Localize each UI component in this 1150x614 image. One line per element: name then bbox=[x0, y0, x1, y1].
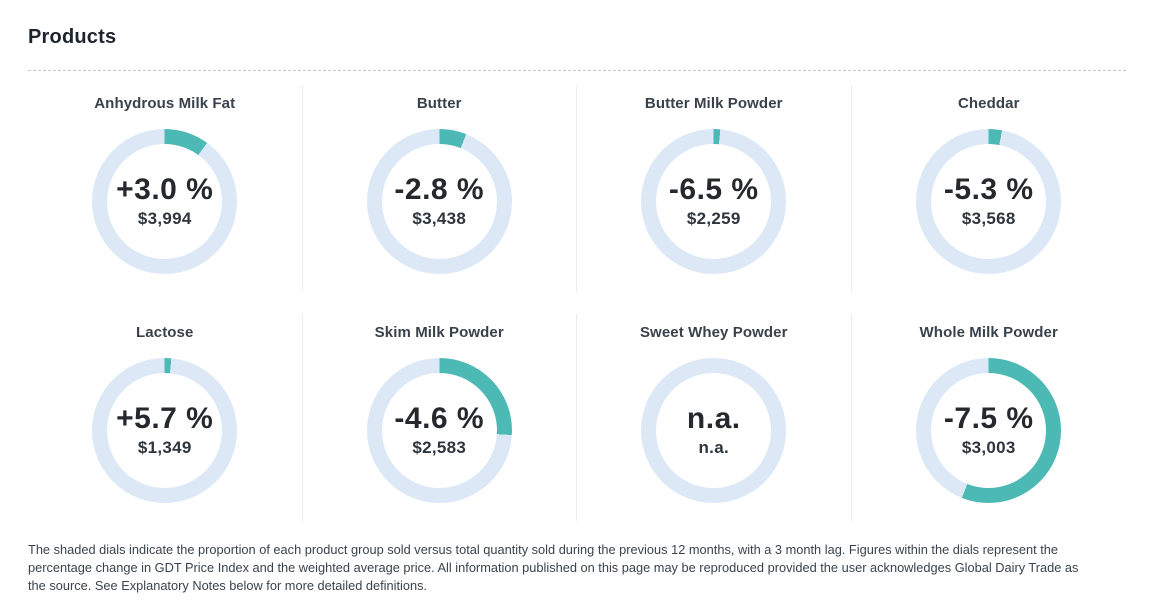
dial-change-value: -4.6 % bbox=[394, 401, 485, 435]
product-dial-grid: Anhydrous Milk Fat +3.0 % $3,994 Butter … bbox=[28, 85, 1126, 521]
dial-change-value: -5.3 % bbox=[943, 172, 1034, 206]
dial-ring bbox=[366, 129, 512, 274]
dial-center: -6.5 % $2,259 bbox=[656, 144, 771, 259]
product-dial-cell: Sweet Whey Powder n.a. n.a. bbox=[577, 314, 852, 521]
dial-center: +5.7 % $1,349 bbox=[107, 373, 222, 488]
dial-title: Lactose bbox=[136, 324, 194, 341]
dial-change-value: -2.8 % bbox=[394, 172, 485, 206]
dial-donut-chart: -5.3 % $3,568 bbox=[916, 129, 1062, 274]
dial-title: Sweet Whey Powder bbox=[639, 324, 788, 341]
dial-donut-chart: n.a. n.a. bbox=[641, 358, 787, 503]
dial-donut-chart: -7.5 % $3,003 bbox=[916, 358, 1062, 503]
dial-ring bbox=[92, 358, 238, 503]
dial-title: Cheddar bbox=[957, 95, 1020, 112]
dial-ring bbox=[92, 129, 238, 274]
dial-ring bbox=[916, 129, 1062, 274]
dial-price-value: $3,003 bbox=[961, 438, 1016, 458]
dial-ring bbox=[641, 358, 787, 503]
product-dial-cell: Skim Milk Powder -4.6 % $2,583 bbox=[303, 314, 577, 521]
dial-price-value: $2,583 bbox=[412, 438, 467, 458]
dial-donut-chart: -4.6 % $2,583 bbox=[366, 358, 512, 503]
dial-donut-chart: +5.7 % $1,349 bbox=[92, 358, 238, 503]
page-title: Products bbox=[28, 26, 117, 48]
section-divider bbox=[28, 70, 1126, 71]
dial-ring bbox=[916, 358, 1062, 503]
dial-ring bbox=[366, 358, 512, 503]
dial-title: Butter Milk Powder bbox=[644, 95, 783, 112]
dial-price-value: $2,259 bbox=[686, 209, 741, 229]
footer-note: The shaded dials indicate the proportion… bbox=[28, 542, 1079, 593]
dial-donut-chart: -6.5 % $2,259 bbox=[641, 129, 787, 274]
product-dial-cell: Butter Milk Powder -6.5 % $2,259 bbox=[577, 85, 852, 292]
dial-title: Skim Milk Powder bbox=[374, 324, 504, 341]
dial-price-value: $3,438 bbox=[412, 209, 467, 229]
dial-center: n.a. n.a. bbox=[656, 373, 771, 488]
product-dial-cell: Whole Milk Powder -7.5 % $3,003 bbox=[852, 314, 1127, 521]
dial-ring bbox=[641, 129, 787, 274]
dial-center: -4.6 % $2,583 bbox=[382, 373, 497, 488]
product-dial-cell: Lactose +5.7 % $1,349 bbox=[28, 314, 303, 521]
dial-change-value: +5.7 % bbox=[116, 401, 214, 435]
dial-title: Anhydrous Milk Fat bbox=[94, 95, 236, 112]
dial-donut-chart: -2.8 % $3,438 bbox=[366, 129, 512, 274]
dial-title: Whole Milk Powder bbox=[919, 324, 1058, 341]
dial-price-value: $3,568 bbox=[961, 209, 1016, 229]
product-dial-cell: Anhydrous Milk Fat +3.0 % $3,994 bbox=[28, 85, 303, 292]
dial-center: -7.5 % $3,003 bbox=[931, 373, 1046, 488]
product-dial-cell: Butter -2.8 % $3,438 bbox=[303, 85, 577, 292]
dial-change-value: n.a. bbox=[686, 401, 741, 435]
dial-change-value: -7.5 % bbox=[943, 401, 1034, 435]
product-dial-cell: Cheddar -5.3 % $3,568 bbox=[852, 85, 1127, 292]
dial-price-value: $1,349 bbox=[137, 438, 192, 458]
dial-price-value: $3,994 bbox=[137, 209, 192, 229]
dial-donut-chart: +3.0 % $3,994 bbox=[92, 129, 238, 274]
dial-change-value: +3.0 % bbox=[116, 172, 214, 206]
products-page: Products Anhydrous Milk Fat +3.0 % $3,99… bbox=[28, 26, 1126, 593]
dial-price-value: n.a. bbox=[698, 438, 729, 458]
dial-change-value: -6.5 % bbox=[668, 172, 759, 206]
dial-center: -2.8 % $3,438 bbox=[382, 144, 497, 259]
dial-center: +3.0 % $3,994 bbox=[107, 144, 222, 259]
dial-title: Butter bbox=[416, 95, 462, 112]
dial-center: -5.3 % $3,568 bbox=[931, 144, 1046, 259]
